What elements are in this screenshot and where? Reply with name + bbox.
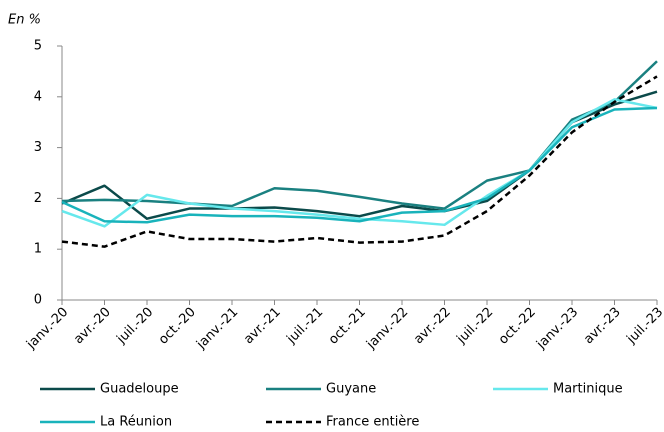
legend-label: Martinique <box>553 382 623 397</box>
x-tick-label: juil.-20 <box>114 305 157 348</box>
series-line <box>61 60 658 210</box>
x-tick-label: janv.-22 <box>363 305 411 353</box>
y-tick-label: 4 <box>34 89 42 104</box>
x-tick-label: janv.-21 <box>193 305 241 353</box>
y-tick-label: 3 <box>34 140 42 155</box>
series-line <box>61 106 658 224</box>
x-tick-label: juil.-22 <box>454 305 497 348</box>
y-tick-label: 0 <box>34 293 42 308</box>
x-tick-label: oct.-21 <box>326 305 369 348</box>
series-line <box>61 75 658 248</box>
x-tick-label: avr.-21 <box>241 305 284 348</box>
y-axis-label: En % <box>8 13 41 28</box>
x-tick-label: avr.-22 <box>411 305 454 348</box>
series-line <box>61 90 658 220</box>
x-tick-label: juil.-23 <box>624 305 664 348</box>
x-tick-label: avr.-23 <box>581 305 624 348</box>
x-tick-label: oct.-20 <box>156 305 199 348</box>
legend-label: Guadeloupe <box>100 382 179 397</box>
legend-label: La Réunion <box>100 415 172 430</box>
y-tick-label: 2 <box>34 191 42 206</box>
legend-label: France entière <box>326 415 419 430</box>
x-tick-label: janv.-20 <box>23 305 71 353</box>
x-tick-label: oct.-22 <box>496 305 539 348</box>
x-tick-label: janv.-23 <box>533 305 581 353</box>
y-tick-label: 1 <box>34 242 42 257</box>
series-line <box>61 98 658 228</box>
x-tick-label: avr.-20 <box>71 305 114 348</box>
x-tick-label: juil.-21 <box>284 305 327 348</box>
y-tick-label: 5 <box>34 39 42 54</box>
legend-label: Guyane <box>326 382 376 397</box>
